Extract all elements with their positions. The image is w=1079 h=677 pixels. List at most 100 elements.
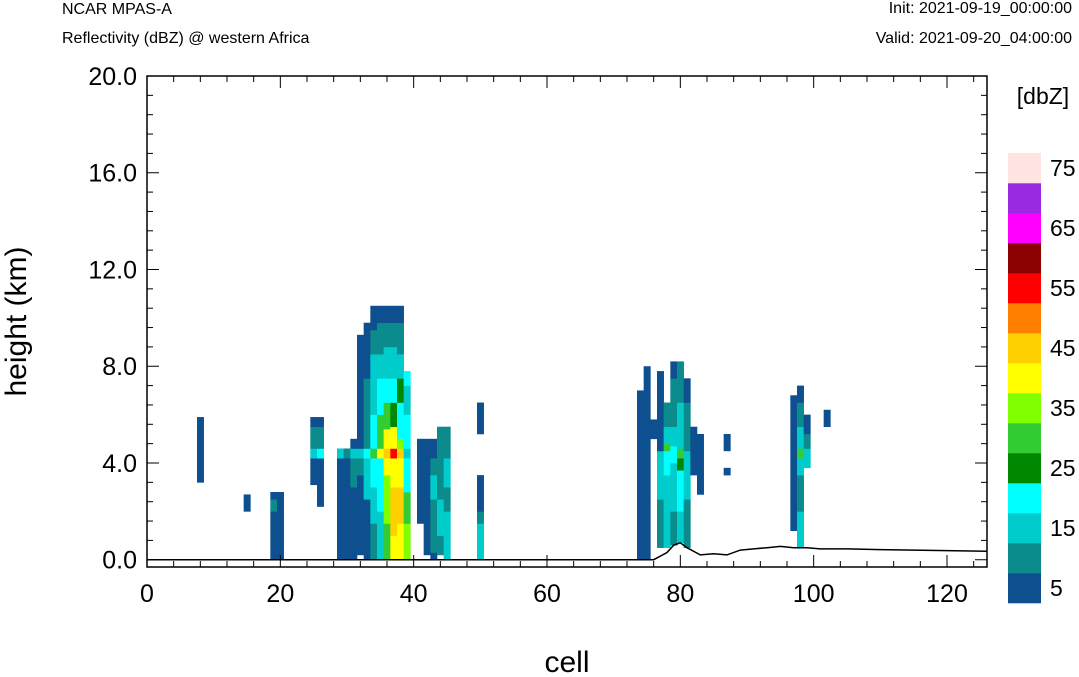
terrain-line [147, 541, 988, 561]
x-tick-label: 0 [140, 580, 154, 608]
reflectivity-cell [417, 458, 424, 488]
reflectivity-cell [390, 402, 398, 428]
reflectivity-cell [663, 450, 671, 476]
reflectivity-cell [403, 492, 411, 524]
colorbar-swatch [1008, 213, 1041, 244]
reflectivity-cell [423, 475, 431, 524]
reflectivity-cell [397, 402, 404, 440]
x-tick-label: 100 [793, 580, 835, 608]
reflectivity-cell [670, 426, 678, 447]
reflectivity-cell [437, 499, 444, 536]
reflectivity-cell [310, 448, 318, 459]
reflectivity-cell [397, 458, 404, 488]
x-axis-title: cell [544, 646, 589, 677]
x-tick-label: 120 [926, 580, 968, 608]
reflectivity-cell [383, 402, 391, 430]
reflectivity-cell [790, 438, 798, 500]
reflectivity-cell [690, 426, 698, 476]
reflectivity-cell [383, 475, 391, 524]
reflectivity-cell [430, 552, 438, 561]
colorbar-swatch [1008, 303, 1041, 334]
reflectivity-cell [403, 458, 411, 493]
reflectivity-cell [417, 448, 424, 459]
reflectivity-cell [683, 499, 691, 548]
reflectivity-cell [430, 458, 438, 476]
reflectivity-cell [723, 433, 731, 452]
colorbar-swatch [1008, 393, 1041, 424]
reflectivity-cell [337, 511, 344, 561]
reflectivity-cell [363, 378, 371, 449]
reflectivity-cell [390, 305, 398, 324]
reflectivity-cell [403, 414, 411, 449]
reflectivity-cell [343, 458, 351, 561]
x-tick-label: 80 [666, 580, 694, 608]
reflectivity-cell [477, 402, 484, 435]
reflectivity-cell [477, 475, 484, 512]
reflectivity-cell [677, 511, 684, 544]
reflectivity-cell [430, 438, 438, 459]
reflectivity-cell [397, 438, 404, 449]
reflectivity-cell [723, 467, 731, 476]
reflectivity-cell [677, 402, 684, 449]
reflectivity-cell [310, 458, 318, 486]
reflectivity-cell [443, 458, 451, 488]
reflectivity-cell [310, 417, 318, 428]
reflectivity-cell [643, 438, 651, 500]
x-tick-label: 20 [266, 580, 294, 608]
x-tick-label: 60 [533, 580, 561, 608]
reflectivity-cell [643, 366, 651, 440]
reflectivity-cell [683, 402, 691, 452]
reflectivity-cell [797, 402, 804, 428]
reflectivity-cell [790, 499, 798, 532]
reflectivity-cell [670, 378, 678, 428]
reflectivity-cell [383, 378, 391, 403]
reflectivity-cell [683, 450, 691, 500]
reflectivity-cell [383, 346, 391, 379]
reflectivity-cell [370, 354, 378, 415]
reflectivity-cells [197, 305, 831, 561]
colorbar-title: [dbZ] [1017, 83, 1069, 109]
reflectivity-cell [823, 409, 831, 428]
reflectivity-cell [790, 395, 798, 440]
colorbar-swatch [1008, 183, 1041, 214]
reflectivity-cell [270, 511, 278, 561]
reflectivity-cell [677, 458, 684, 471]
reflectivity-cell [310, 426, 318, 449]
reflectivity-cell [390, 346, 398, 379]
reflectivity-cell [277, 492, 284, 561]
reflectivity-cell [370, 329, 378, 355]
reflectivity-cell [390, 458, 398, 488]
model-title: NCAR MPAS-A [62, 1, 172, 18]
y-tick-label: 20.0 [88, 63, 137, 91]
init-time: Init: 2021-09-19_00:00:00 [888, 0, 1072, 17]
reflectivity-cell [363, 448, 371, 459]
reflectivity-cell [643, 499, 651, 561]
colorbar-swatch [1008, 273, 1041, 304]
reflectivity-cell [317, 448, 324, 459]
reflectivity-cell [430, 499, 438, 553]
reflectivity-cell [370, 414, 378, 449]
reflectivity-cell [437, 535, 444, 556]
reflectivity-cell [383, 523, 391, 561]
reflectivity-cell [803, 433, 811, 449]
reflectivity-cell [677, 361, 684, 403]
reflectivity-cell [650, 419, 658, 440]
reflectivity-cell [443, 511, 451, 561]
reflectivity-cell [397, 523, 404, 561]
reflectivity-cell [663, 443, 671, 452]
reflectivity-cell [663, 475, 671, 524]
reflectivity-cell [363, 499, 371, 561]
reflectivity-cell [423, 523, 431, 556]
reflectivity-cell [343, 448, 351, 459]
colorbar-swatch [1008, 543, 1041, 574]
reflectivity-cell [657, 450, 664, 500]
reflectivity-cell [663, 523, 671, 548]
reflectivity-cell [797, 475, 804, 512]
reflectivity-cell [663, 426, 671, 444]
reflectivity-cell [383, 458, 391, 476]
reflectivity-cell [397, 448, 404, 459]
colorbar-swatch [1008, 513, 1041, 544]
reflectivity-cell [370, 523, 378, 561]
reflectivity-cell [377, 458, 384, 512]
